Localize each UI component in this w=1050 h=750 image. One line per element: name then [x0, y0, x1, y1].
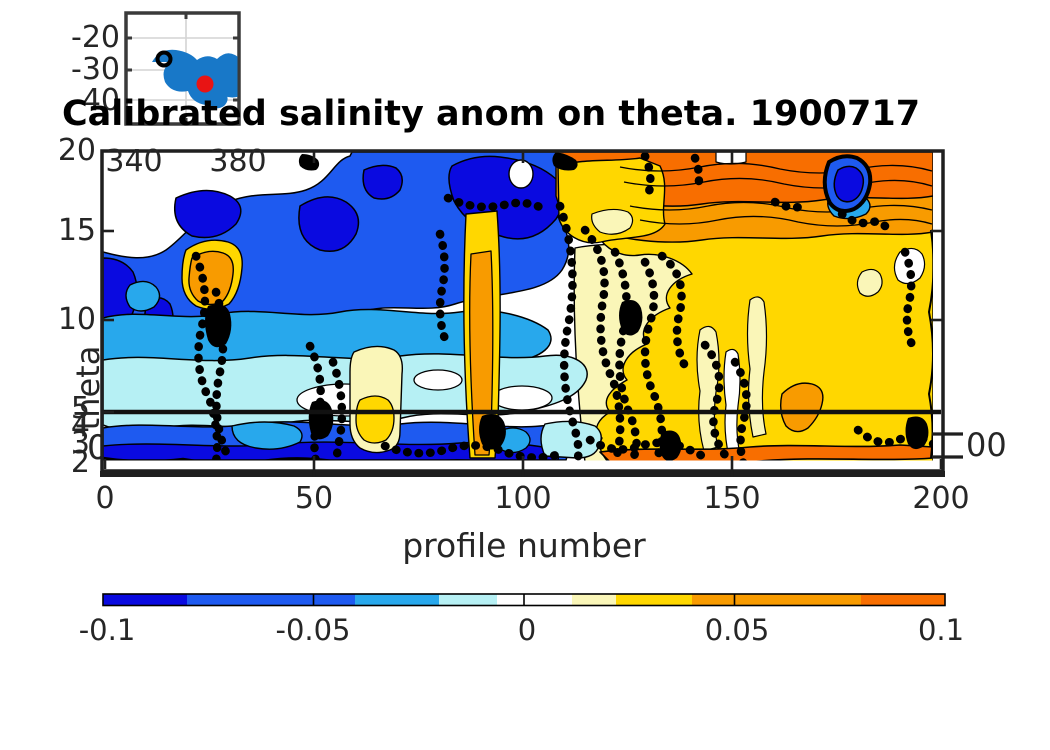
- current-profile-marker: [196, 75, 214, 93]
- cb-tick-0: 0: [517, 613, 537, 647]
- x-tick-150: 150: [703, 481, 761, 516]
- figure-title: Calibrated salinity anom on theta. 19007…: [62, 94, 921, 134]
- y-tick-2: 2: [70, 445, 90, 480]
- inset-y-tick--20: -20: [71, 20, 120, 55]
- contour-field: [103, 151, 933, 461]
- cb-tick-0.05: 0.05: [704, 613, 770, 647]
- x-tick-50: 50: [294, 481, 334, 516]
- x-tick-0: 0: [95, 481, 115, 516]
- cb-tick--0.05: -0.05: [275, 613, 351, 647]
- y-tick-3: 3: [70, 426, 90, 461]
- inset-x-tick-380: 380: [209, 144, 267, 179]
- first-profile-marker: [155, 50, 173, 68]
- x-tick-100: 100: [494, 481, 552, 516]
- cb-tick-0.1: 0.1: [917, 613, 965, 647]
- y-tick-15: 15: [57, 213, 96, 248]
- x-axis-label: profile number: [402, 526, 646, 565]
- y-tick-20: 20: [57, 133, 96, 168]
- y-tick-4: 4: [70, 409, 90, 444]
- inset-y-tick--40: -40: [71, 83, 120, 118]
- x-tick-200: 200: [912, 481, 970, 516]
- cb-tick--0.1: -0.1: [78, 613, 136, 647]
- inset-y-tick--30: -30: [71, 52, 120, 87]
- float-track: [152, 49, 238, 109]
- y-tick-5: 5: [70, 391, 90, 426]
- inset-map: [124, 11, 241, 126]
- inset-x-tick-340: 340: [105, 144, 163, 179]
- main-axes: [100, 149, 963, 477]
- stray-overlap-label-right: 00: [966, 426, 1007, 464]
- colorbar: [102, 593, 946, 607]
- y-tick-10: 10: [57, 302, 96, 337]
